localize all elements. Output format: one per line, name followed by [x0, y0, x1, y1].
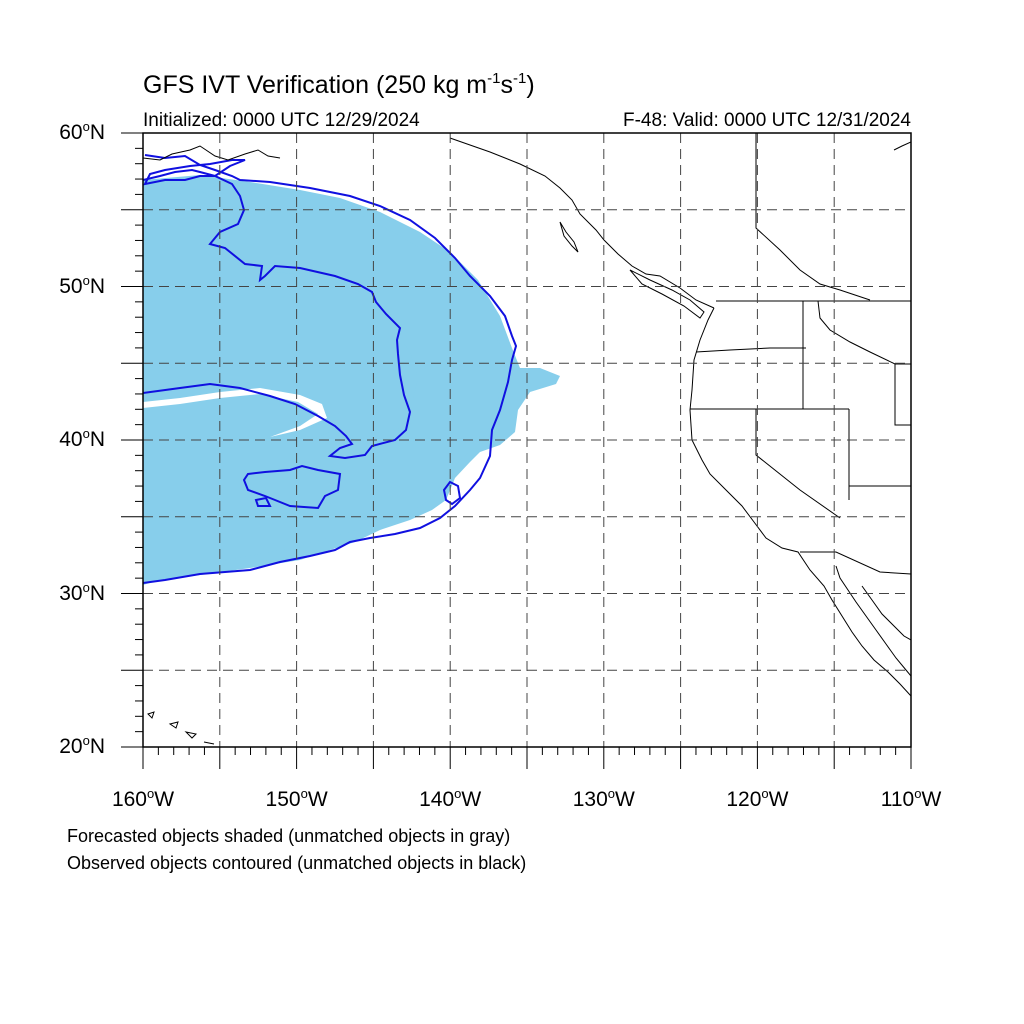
coastline-us-west: [689, 307, 911, 697]
title-exponent-2: -1: [512, 70, 527, 87]
longitude-label: 140oW: [419, 786, 482, 811]
latitude-label: 20oN: [59, 733, 105, 758]
forecast-gaps: [143, 388, 327, 437]
coastline-alaska-east: [893, 141, 911, 151]
footer-observed-note: Observed objects contoured (unmatched ob…: [67, 853, 527, 873]
border-wy: [894, 364, 911, 426]
footer-forecast-note: Forecasted objects shaded (unmatched obj…: [67, 826, 511, 846]
border-us-mexico: [800, 551, 911, 575]
coastlines: [143, 137, 911, 745]
coastline-bc: [449, 137, 715, 309]
border-wa-or: [695, 347, 806, 353]
latitude-label: 40oN: [59, 426, 105, 451]
latitude-label: 30oN: [59, 579, 105, 605]
valid-time: F-48: Valid: 0000 UTC 12/31/2024: [623, 110, 911, 131]
latitude-label: 60oN: [59, 119, 105, 144]
longitude-label: 160oW: [111, 786, 175, 811]
title-unit-s: s: [500, 71, 513, 99]
coastline-hawaii: [147, 711, 215, 745]
longitude-label: 120oW: [726, 786, 789, 811]
border-bc-alberta: [755, 133, 871, 301]
observed-object-arc: [143, 154, 518, 584]
title-text: GFS IVT Verification (250 kg m: [143, 71, 488, 99]
latitude-label: 50oN: [59, 272, 105, 298]
observed-object-alaska-strip: [143, 159, 246, 186]
forecast-objects: [143, 175, 560, 585]
borders: [690, 133, 911, 575]
coastline-baja-east: [861, 585, 911, 641]
coastline-baja: [835, 565, 911, 677]
forecast-object-main-body: [143, 182, 505, 578]
observed-objects: [143, 154, 518, 584]
title-exponent-1: -1: [487, 70, 501, 87]
coastline-alaska: [143, 145, 281, 161]
longitude-label: 110oW: [880, 786, 942, 811]
observed-object-inner-loop: [242, 464, 342, 510]
longitude-label: 130oW: [572, 786, 635, 811]
coastline-vancouver-island: [629, 269, 705, 319]
grid: [143, 133, 911, 747]
title-close: ): [526, 71, 535, 99]
longitude-label: 150oW: [265, 786, 328, 811]
axis-ticks: [121, 132, 912, 769]
coastline-haida-gwaii: [559, 221, 579, 253]
border-ca-nv: [755, 409, 841, 519]
forecast-gap-inner: [143, 388, 327, 437]
initialized-time: Initialized: 0000 UTC 12/29/2024: [143, 110, 420, 131]
plot-title: GFS IVT Verification (250 kg m-1s-1): [143, 70, 535, 100]
observed-object-small-loop: [442, 480, 462, 506]
border-mt: [817, 300, 911, 365]
